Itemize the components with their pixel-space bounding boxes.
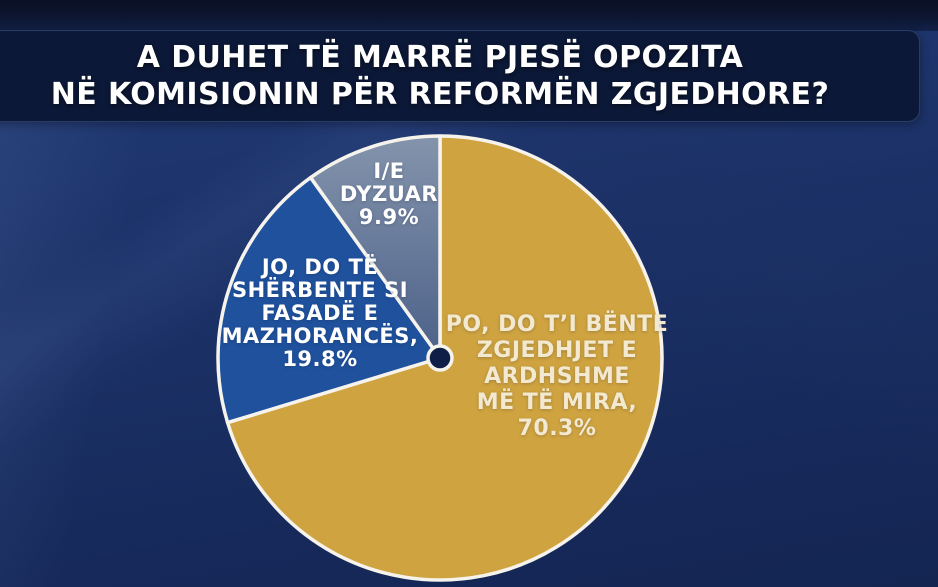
slice-label-dyzuar: I/E DYZUAR 9.9%: [339, 159, 439, 229]
question-banner: A DUHET TË MARRË PJESË OPOZITA NË KOMISI…: [0, 30, 920, 122]
top-strip: [0, 0, 938, 31]
question-title-line2: NË KOMISIONIN PËR REFORMËN ZGJEDHORE?: [50, 77, 830, 112]
slice-label-jo: JO, DO TË SHËRBENTE SI FASADË E MAZHORAN…: [221, 255, 419, 371]
pie-slice-dyzuar: [308, 134, 442, 360]
question-title-line1: A DUHET TË MARRË PJESË OPOZITA: [136, 40, 744, 75]
pie-center-dot: [426, 344, 454, 372]
slice-label-po: PO, DO T’I BËNTE ZGJEDHJET E ARDHSHME MË…: [445, 312, 669, 441]
pie-chart-container: [214, 132, 666, 584]
pie-chart: [216, 134, 664, 582]
pie-slice-jo: [216, 175, 442, 425]
